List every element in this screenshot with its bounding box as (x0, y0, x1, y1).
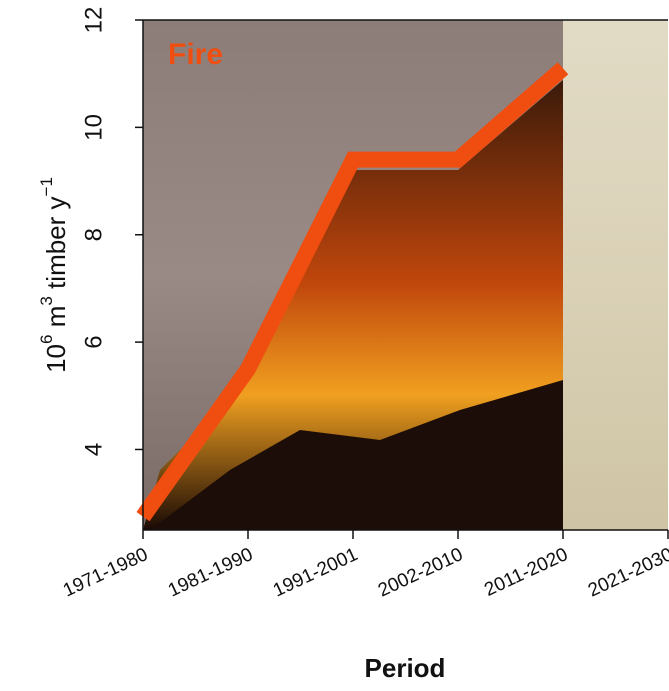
x-tick-label: 2011-2020 (481, 544, 571, 601)
y-tick-label: 12 (80, 7, 107, 34)
x-axis-label: Period (365, 653, 446, 683)
y-label-part: m (41, 306, 71, 335)
y-label-part: 10 (41, 344, 71, 373)
x-tick-label: 1981-1990 (165, 544, 256, 601)
x-tick-label: 2002-2010 (375, 544, 466, 601)
y-label-part: timber y (41, 196, 71, 296)
chart-title: Fire (168, 38, 223, 71)
y-label-sup: 6 (37, 335, 56, 344)
x-tick-label: 1971-1980 (60, 544, 151, 601)
plot-background (143, 20, 668, 530)
x-tick-label: 2021-2030 (585, 544, 669, 601)
y-label-sup: −1 (37, 177, 56, 196)
y-tick-label: 10 (80, 114, 107, 141)
y-tick-label: 4 (80, 443, 107, 456)
y-tick-label: 6 (80, 335, 107, 348)
x-tick-label: 1991-2001 (270, 544, 361, 601)
y-axis-label: 106 m3 timber y−1 (37, 177, 70, 373)
chart: Fire 106 m3 timber y−1 Period 4681012197… (0, 0, 669, 691)
y-tick-label: 8 (80, 228, 107, 241)
y-label-sup: 3 (37, 296, 56, 305)
